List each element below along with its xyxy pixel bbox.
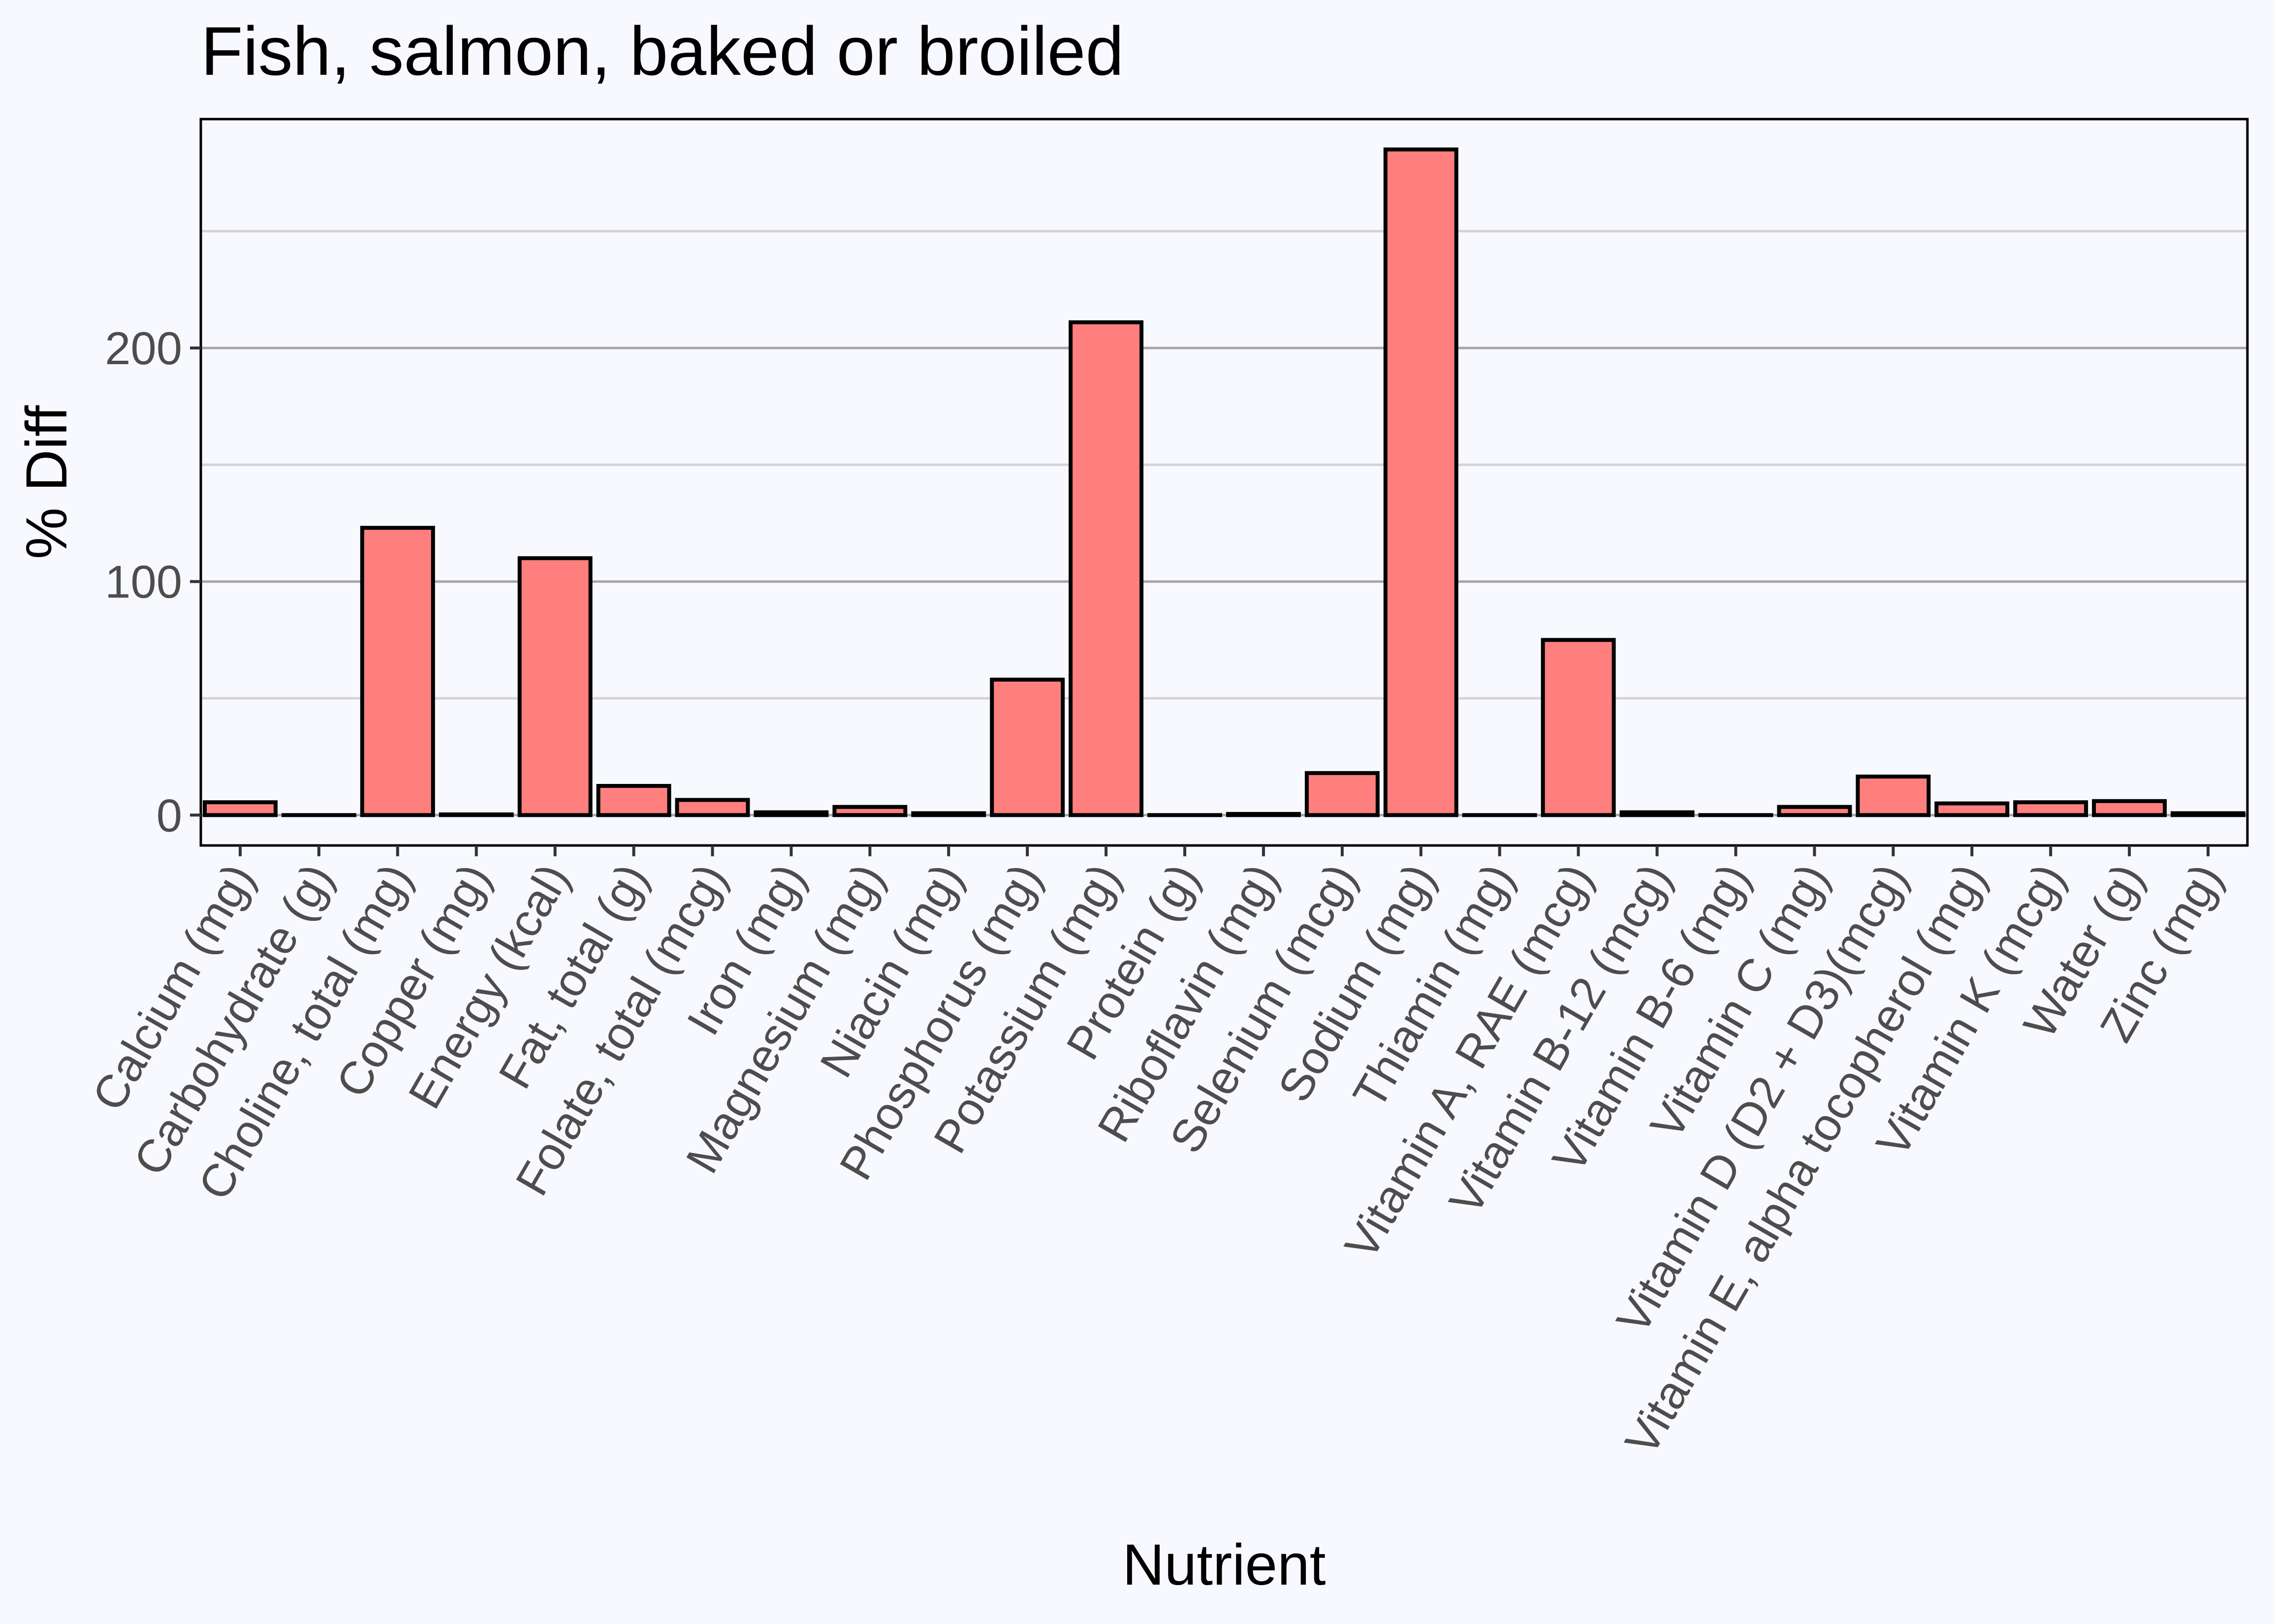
y-axis-title: % Diff	[14, 406, 79, 560]
bar	[1934, 801, 2010, 817]
bar	[754, 810, 829, 817]
bar	[439, 812, 514, 817]
bar	[2092, 799, 2167, 817]
y-axis: 0 100 200	[105, 322, 201, 841]
bar	[675, 798, 750, 817]
x-axis-title: Nutrient	[1122, 1532, 1326, 1597]
bar	[360, 526, 435, 817]
bar	[1069, 320, 1144, 817]
bar	[1383, 147, 1458, 817]
bar	[1619, 810, 1695, 817]
bar	[1226, 812, 1301, 817]
bar	[1856, 774, 1931, 817]
bar	[911, 811, 986, 817]
bar	[990, 678, 1065, 817]
plot-panel-border	[199, 118, 2249, 847]
y-tick-label: 200	[105, 322, 182, 374]
bar	[517, 556, 593, 817]
bar	[1304, 771, 1380, 817]
bars	[202, 147, 2246, 817]
bar	[1777, 805, 1852, 817]
bar	[2013, 800, 2088, 817]
bar	[596, 783, 671, 817]
chart-title: Fish, salmon, baked or broiled	[201, 12, 1124, 90]
bar	[832, 805, 908, 817]
y-tick-label: 0	[157, 789, 182, 841]
bar	[1541, 638, 1616, 817]
bar	[2171, 811, 2246, 817]
y-tick-label: 100	[105, 556, 182, 608]
bar	[202, 800, 278, 817]
